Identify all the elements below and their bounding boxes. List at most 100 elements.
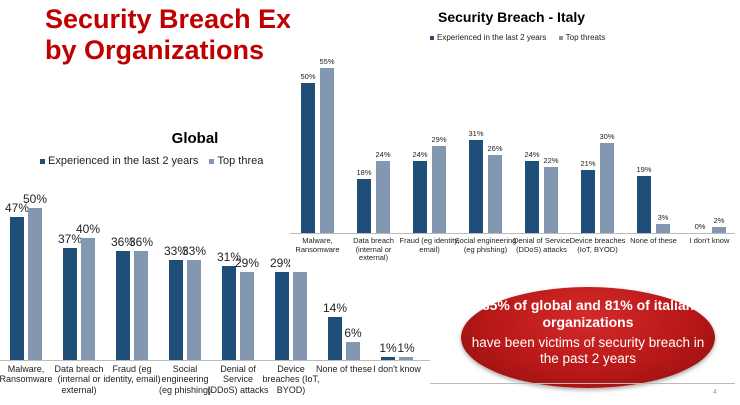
footer-divider xyxy=(430,383,735,384)
value-label: 24% xyxy=(375,149,391,159)
category-label: None of these xyxy=(315,364,373,374)
value-label: 21% xyxy=(580,158,596,168)
value-label: 36% xyxy=(110,234,136,249)
bar-experienced xyxy=(357,179,371,233)
value-label: 2% xyxy=(713,215,725,225)
bar-top-threats xyxy=(187,259,201,360)
category-label: Fraud (eg identity, email) xyxy=(103,364,161,385)
value-label: 33% xyxy=(181,243,207,258)
category-label: Device breaches (IoT, BYOD) xyxy=(262,364,320,395)
bar-experienced xyxy=(381,356,395,360)
bar-experienced xyxy=(413,161,427,233)
value-label: 6% xyxy=(344,325,362,340)
value-label: 50% xyxy=(300,71,316,81)
value-label: 22% xyxy=(543,155,559,165)
category-label: I don't know xyxy=(689,236,730,245)
value-label: 31% xyxy=(468,128,484,138)
bar-experienced xyxy=(10,217,24,360)
bar-top-threats xyxy=(488,155,502,233)
global-chart-title: Global xyxy=(171,130,219,147)
bar-top-threats xyxy=(656,224,670,233)
bar-top-threats xyxy=(600,143,614,233)
bar-experienced xyxy=(169,259,183,360)
value-label: 3% xyxy=(657,212,669,222)
category-label: Data breach (internal or external) xyxy=(54,364,104,395)
legend-swatch-experienced xyxy=(40,158,45,164)
category-label: Device breaches (IoT, BYOD) xyxy=(569,236,626,254)
value-label: 24% xyxy=(412,149,428,159)
x-axis xyxy=(290,233,735,234)
category-label: None of these xyxy=(630,236,677,245)
bar-experienced xyxy=(328,317,342,360)
category-label: Social engineering (eg phishing) xyxy=(158,364,212,395)
category-label: Malware, Ransomware xyxy=(0,364,53,385)
italy-legend: Experienced in the last 2 years Top thre… xyxy=(430,33,605,42)
value-label: 1% xyxy=(397,340,415,355)
bar-top-threats xyxy=(134,250,148,360)
bar-top-threats xyxy=(293,271,307,360)
category-label: Denial of Service (DDoS) attacks xyxy=(207,364,269,395)
bar-top-threats xyxy=(376,161,390,233)
bar-top-threats xyxy=(432,146,446,233)
legend-label-threats: Top threa xyxy=(217,155,264,167)
global-legend: Experienced in the last 2 years Top thre… xyxy=(40,155,263,167)
value-label: 50% xyxy=(22,192,48,206)
legend-swatch-threats xyxy=(558,35,563,40)
page-number: 4 xyxy=(713,389,717,396)
callout-bold-text: 85% of global and 81% of italian organiz… xyxy=(481,297,695,330)
category-label: Social engineering (eg phishing) xyxy=(454,236,517,254)
callout-ellipse: 85% of global and 81% of italian organiz… xyxy=(461,287,715,388)
value-label: 33% xyxy=(163,243,189,258)
value-label: 19% xyxy=(636,164,652,174)
legend-swatch-experienced xyxy=(430,35,434,40)
legend-swatch-threats xyxy=(209,158,215,164)
italy-chart-title: Security Breach - Italy xyxy=(438,9,586,25)
value-label: 37% xyxy=(57,231,83,246)
category-label: I don't know xyxy=(373,364,421,374)
value-label: 29% xyxy=(269,255,295,270)
bar-experienced xyxy=(301,83,315,233)
bar-top-threats xyxy=(320,68,334,233)
bar-experienced xyxy=(469,140,483,233)
bar-experienced xyxy=(275,271,289,360)
bar-top-threats xyxy=(544,167,558,233)
value-label: 30% xyxy=(599,131,615,141)
value-label: 24% xyxy=(524,149,540,159)
value-label: 29% xyxy=(431,134,447,144)
value-label: 1% xyxy=(379,340,397,355)
value-label: 31% xyxy=(216,249,242,264)
bar-top-threats xyxy=(81,238,95,360)
category-label: Denial of Service (DDoS) attacks xyxy=(513,236,570,254)
italy-chart: Security Breach - Italy Experienced in t… xyxy=(290,0,740,268)
category-label: Fraud (eg identity, email) xyxy=(399,236,460,254)
bar-top-threats xyxy=(240,271,254,360)
value-label: 0% xyxy=(694,221,706,231)
bar-top-threats xyxy=(28,208,42,360)
title-line-2: by Organizations xyxy=(45,35,265,65)
value-label: 18% xyxy=(356,167,372,177)
value-label: 29% xyxy=(234,255,260,270)
bar-top-threats xyxy=(399,356,413,360)
bar-experienced xyxy=(637,176,651,233)
callout-text: have been victims of security breach in … xyxy=(471,335,705,366)
value-label: 26% xyxy=(487,143,503,153)
bar-experienced xyxy=(116,250,130,360)
value-label: 14% xyxy=(322,301,348,316)
bar-top-threats xyxy=(712,227,726,233)
x-axis xyxy=(0,360,430,361)
bar-experienced xyxy=(581,170,595,233)
legend-label-experienced: Experienced in the last 2 years xyxy=(48,155,199,167)
category-label: Data breach (internal or external) xyxy=(353,236,394,263)
bar-experienced xyxy=(222,265,236,360)
value-label: 55% xyxy=(319,56,335,66)
legend-label-experienced: Experienced in the last 2 years xyxy=(437,33,547,42)
legend-label-threats: Top threats xyxy=(565,33,606,42)
bar-experienced xyxy=(63,247,77,360)
value-label: 47% xyxy=(4,201,30,216)
value-label: 40% xyxy=(75,222,101,237)
value-label: 36% xyxy=(128,234,154,249)
category-label: Malware, Ransomware xyxy=(295,236,340,254)
bar-top-threats xyxy=(346,341,360,360)
